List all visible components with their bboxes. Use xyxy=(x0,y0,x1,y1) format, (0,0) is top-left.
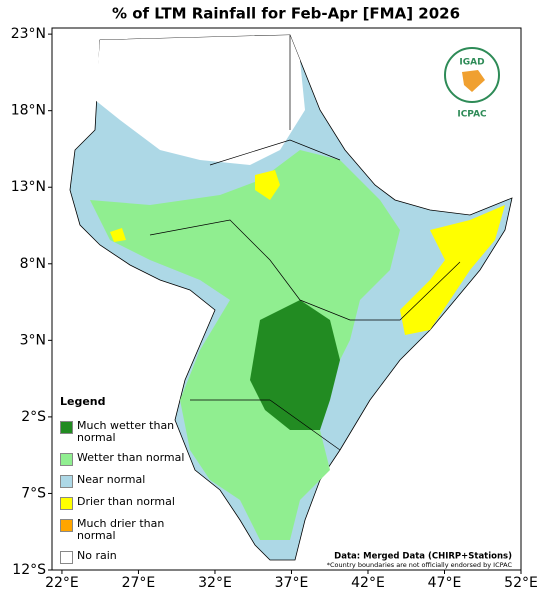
borders xyxy=(149,35,461,451)
legend-title: Legend xyxy=(60,395,106,408)
legend-swatch xyxy=(60,551,73,564)
legend-swatch xyxy=(60,519,73,532)
legend-swatch xyxy=(60,421,73,434)
x-tick-label: 37°E xyxy=(275,575,309,591)
legend-label: Much drier than normal xyxy=(77,517,165,542)
x-tick-label: 52°E xyxy=(504,575,538,591)
title: % of LTM Rainfall for Feb-Apr [FMA] 2026 xyxy=(112,5,460,23)
x-tick-label: 32°E xyxy=(198,575,232,591)
legend-item: No rain xyxy=(60,550,190,564)
legend-label: Much wetter than normal xyxy=(77,419,175,444)
y-tick-label: 3°N xyxy=(20,332,46,348)
legend: Legend Much wetter than normal Wetter tha… xyxy=(60,395,190,572)
legend-swatch xyxy=(60,453,73,466)
legend-label: Near normal xyxy=(77,473,146,486)
legend-item: Wetter than normal xyxy=(60,452,190,466)
note: *Country boundaries are not officially e… xyxy=(327,561,513,569)
legend-swatch xyxy=(60,497,73,510)
y-tick-label: 7°S xyxy=(21,485,46,501)
y-tick-label: 12°S xyxy=(12,562,46,578)
legend-label: Drier than normal xyxy=(77,495,175,508)
drier-area xyxy=(400,205,505,335)
no-rain-area xyxy=(95,35,305,165)
legend-label: Wetter than normal xyxy=(77,451,185,464)
legend-item: Much drier than normal xyxy=(60,518,190,542)
y-tick-label: 2°S xyxy=(21,409,46,425)
legend-item: Drier than normal xyxy=(60,496,190,510)
x-tick-label: 47°E xyxy=(428,575,462,591)
x-tick-label: 42°E xyxy=(351,575,385,591)
much-wetter-area xyxy=(250,300,340,430)
drier-patch xyxy=(110,170,280,242)
y-tick-label: 8°N xyxy=(20,256,46,272)
legend-swatch xyxy=(60,475,73,488)
x-tick-label: 22°E xyxy=(45,575,79,591)
legend-label: No rain xyxy=(77,549,117,562)
data-source: Data: Merged Data (CHIRP+Stations) xyxy=(334,552,512,562)
logo-name: IGAD xyxy=(459,58,484,68)
logo-org: ICPAC xyxy=(457,110,487,120)
y-tick-label: 23°N xyxy=(11,26,46,42)
legend-item: Much wetter than normal xyxy=(60,420,190,444)
y-tick-label: 18°N xyxy=(11,103,46,119)
legend-item: Near normal xyxy=(60,474,190,488)
x-tick-label: 27°E xyxy=(122,575,156,591)
logo-map xyxy=(462,70,485,92)
wetter-area xyxy=(90,150,400,540)
y-tick-label: 13°N xyxy=(11,179,46,195)
